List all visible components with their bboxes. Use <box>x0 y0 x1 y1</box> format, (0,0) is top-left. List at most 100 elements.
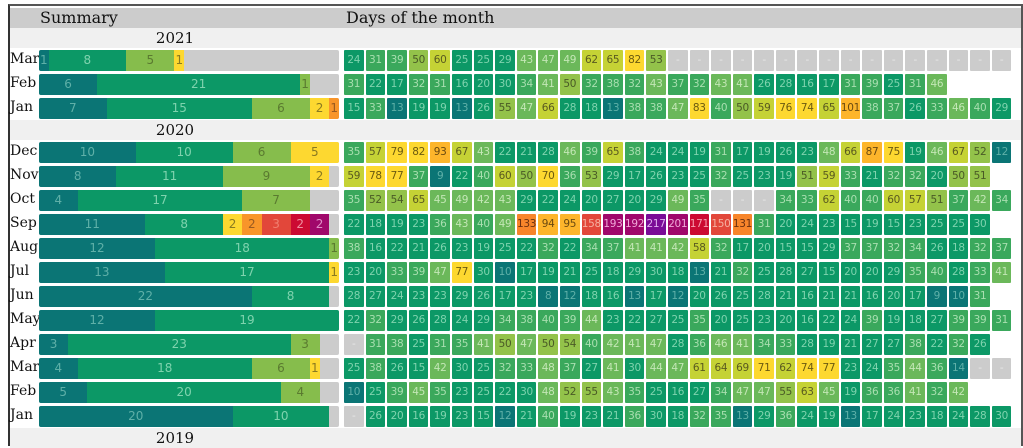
day-cell[interactable]: 23 <box>905 214 926 235</box>
day-cell[interactable]: 24 <box>667 142 688 163</box>
summary-segment[interactable]: 19 <box>155 310 339 331</box>
day-cell[interactable]: 22 <box>365 74 386 95</box>
day-cell[interactable]: 32 <box>970 238 990 259</box>
day-cell[interactable]: 17 <box>646 286 666 307</box>
day-cell[interactable]: 19 <box>559 406 580 427</box>
day-cell[interactable]: 47 <box>538 50 558 71</box>
day-cell[interactable]: 13 <box>624 286 645 307</box>
day-cell[interactable]: 35 <box>689 310 710 331</box>
day-cell[interactable]: 28 <box>948 262 969 283</box>
day-cell[interactable]: 24 <box>948 406 969 427</box>
summary-segment[interactable]: 1 <box>39 50 49 71</box>
summary-segment[interactable]: 1 <box>329 262 339 283</box>
day-cell[interactable]: 48 <box>819 142 839 163</box>
summary-segment[interactable]: 5 <box>126 50 175 71</box>
day-cell[interactable]: 16 <box>797 74 818 95</box>
day-cell[interactable]: 31 <box>344 74 364 95</box>
day-cell[interactable]: 18 <box>667 406 688 427</box>
day-cell[interactable]: 29 <box>624 262 645 283</box>
day-cell[interactable]: 29 <box>646 190 666 211</box>
day-cell[interactable]: 74 <box>797 358 818 379</box>
day-cell[interactable]: 27 <box>883 334 904 355</box>
day-cell[interactable]: 33 <box>927 98 947 119</box>
day-cell[interactable]: 24 <box>451 310 472 331</box>
day-cell[interactable]: 60 <box>495 166 515 187</box>
day-cell[interactable]: 18 <box>581 286 602 307</box>
day-cell[interactable]: 20 <box>624 190 645 211</box>
day-cell-empty[interactable]: - <box>905 50 926 71</box>
day-cell[interactable]: 31 <box>905 74 926 95</box>
day-cell[interactable]: 23 <box>344 262 364 283</box>
day-cell[interactable]: 33 <box>840 166 861 187</box>
day-cell[interactable]: 20 <box>365 262 386 283</box>
summary-segment[interactable]: 18 <box>155 238 330 259</box>
summary-segment[interactable]: 8 <box>39 166 117 187</box>
day-cell[interactable]: 35 <box>344 142 364 163</box>
day-cell-empty[interactable]: - <box>689 50 710 71</box>
day-cell[interactable]: 39 <box>862 74 882 95</box>
day-cell[interactable]: 10 <box>344 382 364 403</box>
summary-segment[interactable]: 4 <box>39 358 78 379</box>
day-cell[interactable]: 20 <box>581 190 602 211</box>
day-cell[interactable]: 30 <box>646 262 666 283</box>
day-cell[interactable]: 48 <box>538 358 558 379</box>
day-cell[interactable]: 16 <box>667 382 688 403</box>
day-cell[interactable]: 17 <box>905 286 926 307</box>
day-cell[interactable]: 23 <box>451 382 472 403</box>
day-cell[interactable]: 25 <box>451 50 472 71</box>
day-cell[interactable]: 21 <box>559 262 580 283</box>
day-cell-empty[interactable]: - <box>754 50 774 71</box>
day-cell[interactable]: 47 <box>732 382 753 403</box>
day-cell[interactable]: 22 <box>451 166 472 187</box>
day-cell[interactable]: 23 <box>516 286 537 307</box>
day-cell[interactable]: 77 <box>387 166 407 187</box>
day-cell[interactable]: 29 <box>473 310 494 331</box>
day-cell[interactable]: 41 <box>603 358 623 379</box>
summary-segment[interactable]: 8 <box>48 50 127 71</box>
day-cell[interactable]: 50 <box>408 50 429 71</box>
day-cell[interactable]: 37 <box>883 98 904 119</box>
day-cell-empty[interactable]: - <box>927 50 947 71</box>
summary-segment[interactable]: 17 <box>77 190 243 211</box>
day-cell[interactable]: 22 <box>387 238 407 259</box>
day-cell[interactable]: 53 <box>646 50 666 71</box>
day-cell-empty[interactable]: - <box>711 190 731 211</box>
day-cell[interactable]: 16 <box>797 286 818 307</box>
day-cell[interactable]: 37 <box>862 238 882 259</box>
day-cell[interactable]: 41 <box>646 238 666 259</box>
day-cell[interactable]: 26 <box>711 286 731 307</box>
day-cell[interactable]: 20 <box>840 262 861 283</box>
day-cell[interactable]: 34 <box>775 190 796 211</box>
day-cell-empty[interactable]: - <box>344 334 364 355</box>
day-cell-empty[interactable]: - <box>948 50 969 71</box>
day-cell[interactable]: 41 <box>624 238 645 259</box>
day-cell[interactable]: 22 <box>344 310 364 331</box>
summary-segment[interactable]: 6 <box>232 142 291 163</box>
day-cell[interactable]: 46 <box>927 142 947 163</box>
day-cell-empty[interactable]: - <box>883 50 904 71</box>
day-cell[interactable]: 35 <box>344 190 364 211</box>
day-cell[interactable]: 35 <box>430 382 450 403</box>
summary-segment[interactable]: 22 <box>39 286 252 307</box>
day-cell[interactable]: 23 <box>667 166 688 187</box>
day-cell[interactable]: 41 <box>991 262 1012 283</box>
day-cell[interactable]: 21 <box>516 406 537 427</box>
day-cell[interactable]: 30 <box>516 382 537 403</box>
day-cell[interactable]: 15 <box>883 214 904 235</box>
day-cell[interactable]: 36 <box>862 382 882 403</box>
day-cell[interactable]: 64 <box>711 358 731 379</box>
day-cell[interactable]: 17 <box>516 262 537 283</box>
day-cell[interactable]: 28 <box>538 142 558 163</box>
day-cell[interactable]: 23 <box>840 358 861 379</box>
day-cell[interactable]: 30 <box>991 406 1012 427</box>
day-cell[interactable]: 50 <box>516 166 537 187</box>
day-cell[interactable]: 20 <box>689 286 710 307</box>
day-cell[interactable]: 39 <box>559 310 580 331</box>
day-cell[interactable]: 12 <box>991 142 1012 163</box>
day-cell[interactable]: 19 <box>819 334 839 355</box>
day-cell[interactable]: 70 <box>538 166 558 187</box>
day-cell[interactable]: 20 <box>711 310 731 331</box>
day-cell[interactable]: 30 <box>451 358 472 379</box>
summary-segment[interactable]: 1 <box>174 50 185 71</box>
day-cell[interactable]: 32 <box>948 334 969 355</box>
